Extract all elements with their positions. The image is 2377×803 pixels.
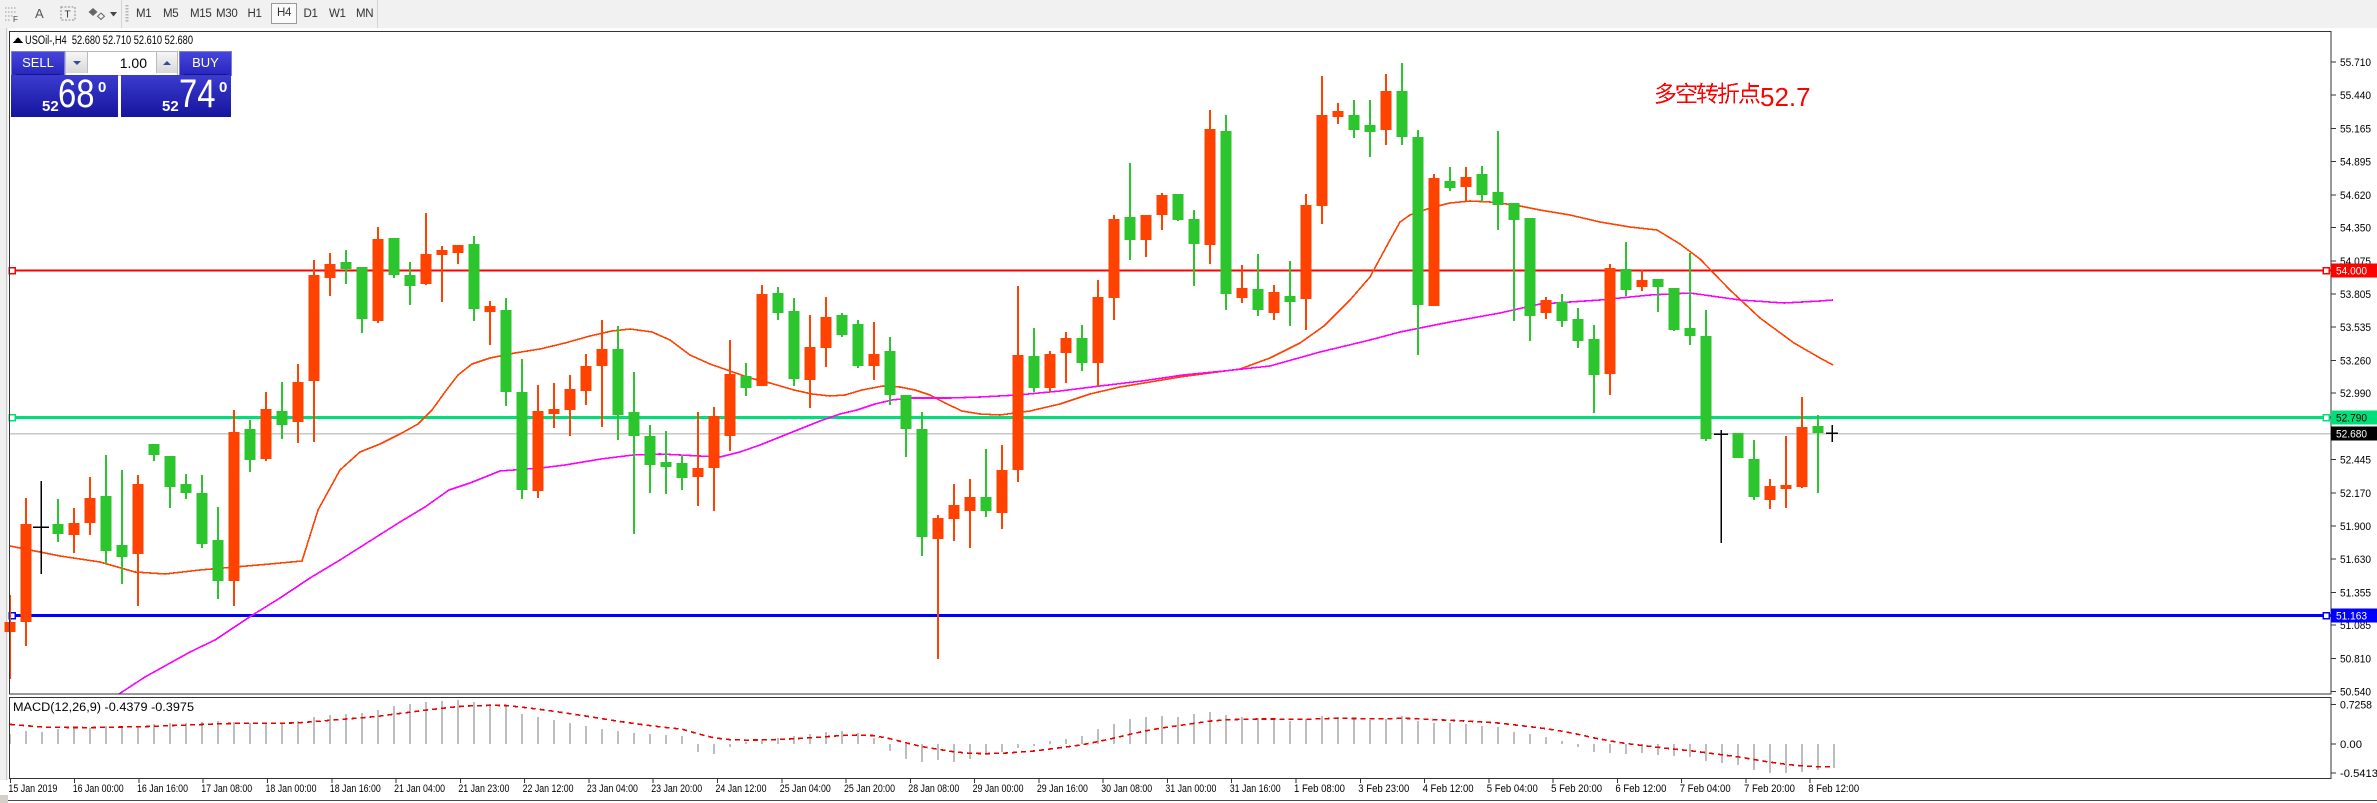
svg-text:22 Jan 12:00: 22 Jan 12:00: [523, 783, 574, 795]
svg-text:7 Feb 20:00: 7 Feb 20:00: [1744, 783, 1795, 795]
svg-text:51.085: 51.085: [2340, 620, 2371, 632]
svg-text:53.260: 53.260: [2340, 355, 2371, 367]
svg-text:51.900: 51.900: [2340, 521, 2371, 533]
svg-text:50.810: 50.810: [2340, 654, 2371, 666]
svg-text:16 Jan 16:00: 16 Jan 16:00: [137, 783, 188, 795]
svg-text:31 Jan 16:00: 31 Jan 16:00: [1230, 783, 1281, 795]
svg-text:-0.5413: -0.5413: [2340, 768, 2377, 780]
svg-text:53.805: 53.805: [2340, 289, 2371, 301]
svg-text:30 Jan 08:00: 30 Jan 08:00: [1101, 783, 1152, 795]
svg-text:18 Jan 00:00: 18 Jan 00:00: [266, 783, 317, 795]
svg-text:54.350: 54.350: [2340, 223, 2371, 235]
svg-text:16 Jan 00:00: 16 Jan 00:00: [73, 783, 124, 795]
svg-text:51.355: 51.355: [2340, 587, 2371, 599]
svg-text:50.540: 50.540: [2340, 687, 2371, 699]
svg-text:6 Feb 12:00: 6 Feb 12:00: [1615, 783, 1666, 795]
svg-text:28 Jan 08:00: 28 Jan 08:00: [908, 783, 959, 795]
svg-text:18 Jan 16:00: 18 Jan 16:00: [330, 783, 381, 795]
svg-text:52.170: 52.170: [2340, 488, 2371, 500]
svg-text:51.630: 51.630: [2340, 554, 2371, 566]
svg-text:25 Jan 20:00: 25 Jan 20:00: [844, 783, 895, 795]
svg-text:3 Feb 23:00: 3 Feb 23:00: [1358, 783, 1409, 795]
svg-text:54.620: 54.620: [2340, 190, 2371, 202]
svg-text:USOil-,H4 52.680 52.710 52.61: USOil-,H4 52.680 52.710 52.610 52.680: [25, 35, 193, 47]
svg-text:52.790: 52.790: [2336, 413, 2367, 425]
svg-text:7 Feb 04:00: 7 Feb 04:00: [1680, 783, 1731, 795]
svg-text:A: A: [35, 6, 44, 21]
svg-text:52.7: 52.7: [1760, 82, 1811, 112]
svg-text:55.710: 55.710: [2340, 57, 2371, 69]
svg-text:T: T: [65, 10, 71, 21]
svg-text:23 Jan 20:00: 23 Jan 20:00: [651, 783, 702, 795]
svg-text:1 Feb 08:00: 1 Feb 08:00: [1294, 783, 1345, 795]
svg-text:55.165: 55.165: [2340, 124, 2371, 136]
svg-text:F: F: [13, 15, 18, 24]
svg-text:5 Feb 20:00: 5 Feb 20:00: [1551, 783, 1602, 795]
svg-text:0.7258: 0.7258: [2340, 700, 2372, 712]
svg-text:54.000: 54.000: [2336, 266, 2367, 278]
svg-text:5 Feb 04:00: 5 Feb 04:00: [1487, 783, 1538, 795]
svg-text:29 Jan 16:00: 29 Jan 16:00: [1037, 783, 1088, 795]
svg-text:51.163: 51.163: [2336, 611, 2367, 623]
svg-text:17 Jan 08:00: 17 Jan 08:00: [201, 783, 252, 795]
svg-text:21 Jan 04:00: 21 Jan 04:00: [394, 783, 445, 795]
svg-text:23 Jan 04:00: 23 Jan 04:00: [587, 783, 638, 795]
svg-text:31 Jan 00:00: 31 Jan 00:00: [1165, 783, 1216, 795]
svg-text:55.440: 55.440: [2340, 90, 2371, 102]
svg-text:52.680: 52.680: [2336, 429, 2367, 441]
svg-text:52.445: 52.445: [2340, 455, 2371, 467]
svg-text:15 Jan 2019: 15 Jan 2019: [8, 783, 57, 795]
svg-text:52.990: 52.990: [2340, 388, 2371, 400]
svg-text:54.895: 54.895: [2340, 156, 2371, 168]
svg-text:21 Jan 23:00: 21 Jan 23:00: [458, 783, 509, 795]
svg-text:MACD(12,26,9) -0.4379 -0.3975: MACD(12,26,9) -0.4379 -0.3975: [13, 702, 194, 714]
svg-text:4 Feb 12:00: 4 Feb 12:00: [1423, 783, 1474, 795]
svg-text:24 Jan 12:00: 24 Jan 12:00: [716, 783, 767, 795]
svg-text:25 Jan 04:00: 25 Jan 04:00: [780, 783, 831, 795]
svg-text:8 Feb 12:00: 8 Feb 12:00: [1808, 783, 1859, 795]
svg-text:0.00: 0.00: [2340, 739, 2362, 751]
svg-text:29 Jan 00:00: 29 Jan 00:00: [973, 783, 1024, 795]
svg-text:53.535: 53.535: [2340, 322, 2371, 334]
